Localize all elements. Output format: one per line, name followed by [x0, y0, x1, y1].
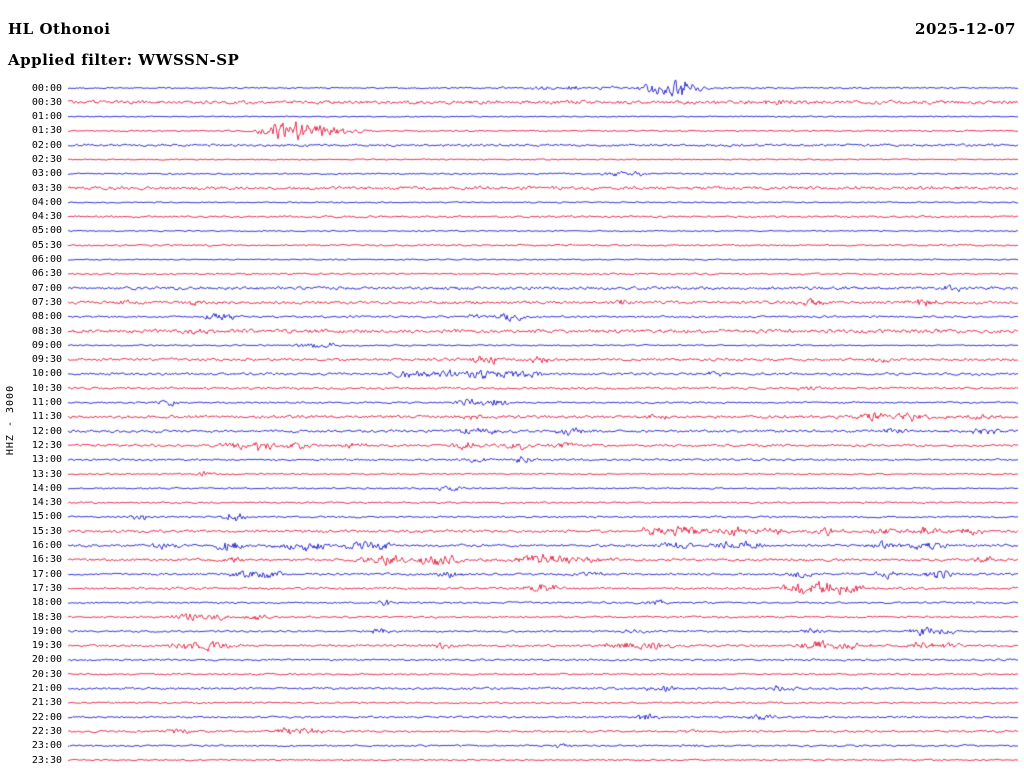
time-label: 20:30	[31, 668, 62, 680]
time-label: 07:30	[31, 296, 62, 308]
time-label: 19:00	[31, 625, 62, 637]
time-label: 17:30	[31, 582, 62, 594]
time-label: 14:30	[31, 497, 62, 509]
time-label: 08:00	[31, 311, 62, 323]
time-label: 06:00	[31, 254, 62, 266]
time-label: 00:00	[31, 82, 62, 94]
time-label: 09:00	[31, 339, 62, 351]
time-label: 09:30	[31, 354, 62, 366]
time-label: 03:30	[31, 182, 62, 194]
time-label: 21:30	[31, 697, 62, 709]
time-label: 23:00	[31, 740, 62, 752]
time-label: 08:30	[31, 325, 62, 337]
time-label: 18:00	[31, 597, 62, 609]
time-label: 04:00	[31, 196, 62, 208]
time-label: 18:30	[31, 611, 62, 623]
time-label: 16:30	[31, 554, 62, 566]
time-label: 22:30	[31, 725, 62, 737]
time-label: 05:30	[31, 239, 62, 251]
time-label: 14:00	[31, 482, 62, 494]
time-label: 16:00	[31, 540, 62, 552]
time-label: 05:00	[31, 225, 62, 237]
time-label: 23:30	[31, 754, 62, 766]
time-label: 21:00	[31, 683, 62, 694]
time-label: 06:30	[31, 268, 62, 280]
time-label: 13:00	[31, 454, 62, 466]
time-label: 04:30	[31, 211, 62, 223]
time-label: 20:00	[31, 654, 62, 666]
time-label: 00:30	[31, 96, 62, 108]
time-label: 11:00	[31, 397, 62, 409]
time-label: 12:30	[31, 439, 62, 451]
time-label: 10:00	[31, 368, 62, 380]
time-label: 01:00	[31, 111, 62, 123]
time-label: 01:30	[31, 125, 62, 137]
time-label: 02:30	[31, 153, 62, 165]
time-label: 03:00	[31, 168, 62, 180]
time-label: 13:30	[31, 468, 62, 480]
time-label: 02:00	[31, 139, 62, 151]
time-label: 15:00	[31, 511, 62, 523]
time-label: 17:00	[31, 568, 62, 580]
time-label: 10:30	[31, 382, 62, 394]
time-label: 12:00	[31, 425, 62, 437]
time-label: 07:00	[31, 282, 62, 294]
time-label: 22:00	[31, 711, 62, 723]
time-label: 11:30	[31, 411, 62, 423]
time-label: 15:30	[31, 525, 62, 537]
time-label: 19:30	[31, 640, 62, 652]
